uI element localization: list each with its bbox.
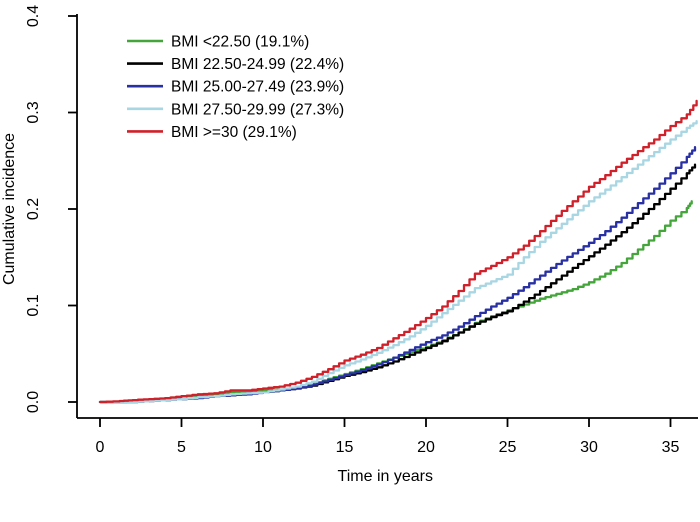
y-tick-label: 0.4 — [25, 5, 42, 27]
x-tick-label: 30 — [580, 439, 598, 456]
series-line — [98, 163, 697, 404]
series-line — [98, 120, 698, 404]
x-tick-label: 25 — [499, 439, 517, 456]
series-line — [98, 200, 693, 404]
x-tick-label: 10 — [254, 439, 272, 456]
x-axis-title: Time in years — [338, 468, 433, 485]
legend-label: BMI 27.50-29.99 (27.3%) — [171, 101, 344, 118]
y-tick-label: 0.3 — [25, 101, 42, 123]
y-tick-label: 0.1 — [25, 294, 42, 316]
legend-label: BMI 25.00-27.49 (23.9%) — [171, 79, 344, 96]
y-axis-title: Cumulative incidence — [1, 133, 18, 285]
x-tick-label: 5 — [177, 439, 186, 456]
x-tick-label: 0 — [96, 439, 105, 456]
legend-label: BMI <22.50 (19.1%) — [171, 34, 309, 51]
y-tick-label: 0.2 — [25, 198, 42, 220]
legend-label: BMI 22.50-24.99 (22.4%) — [171, 56, 344, 73]
x-tick-label: 35 — [662, 439, 680, 456]
legend-label: BMI >=30 (29.1%) — [171, 124, 297, 141]
x-tick-label: 15 — [336, 439, 354, 456]
x-tick-label: 20 — [417, 439, 435, 456]
series-line — [98, 99, 698, 404]
y-tick-label: 0.0 — [25, 391, 42, 413]
